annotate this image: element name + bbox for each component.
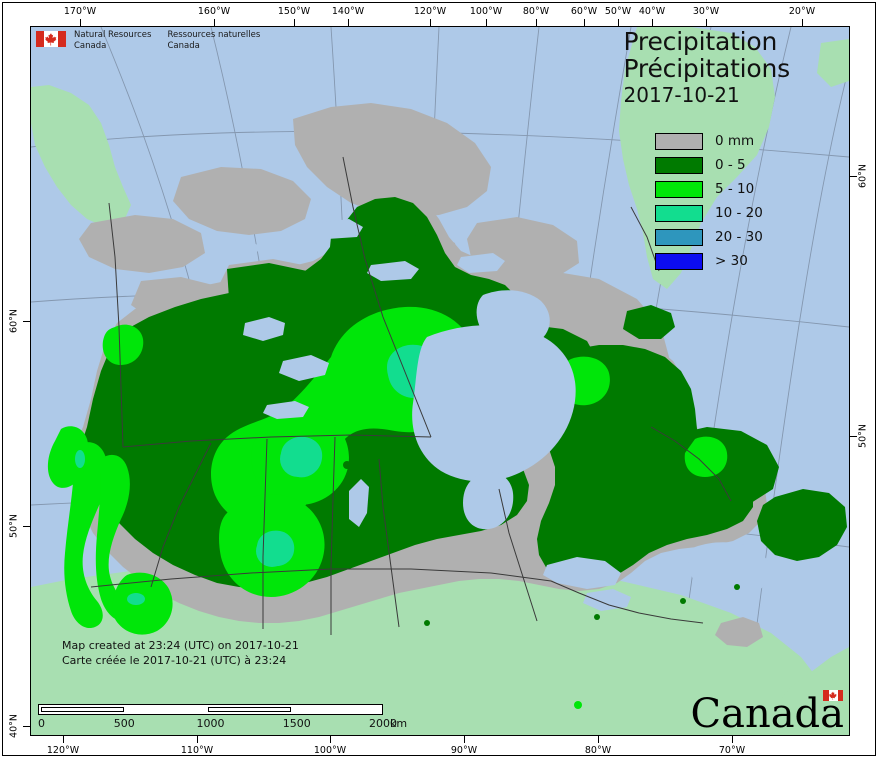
axis-label: 80°W — [522, 6, 550, 17]
axis-label: 110°W — [180, 745, 214, 756]
legend-row[interactable]: 10 - 20 — [655, 201, 763, 225]
scale-bar: 0 500 1000 1500 2000 km — [38, 704, 407, 731]
axis-tick — [598, 736, 599, 743]
map-creation-credit: Map created at 23:24 (UTC) on 2017-10-21… — [62, 638, 299, 668]
agency-en-line2: Canada — [74, 40, 107, 51]
legend-row[interactable]: 20 - 30 — [655, 225, 763, 249]
axis-label: 40°N — [8, 714, 20, 738]
axis-label: 150°W — [277, 6, 311, 17]
scale-unit-label: km — [390, 717, 408, 730]
agency-name-en: Natural Resources Canada — [74, 30, 151, 51]
axis-tick — [23, 321, 30, 322]
canada-wordmark: Canada — [690, 690, 844, 737]
legend-label: 10 - 20 — [715, 205, 763, 221]
legend-label: 20 - 30 — [715, 229, 763, 245]
precipitation-legend: 0 mm 0 - 5 5 - 10 10 - 20 20 - 30 > 30 — [655, 129, 763, 273]
agency-fr-line1: Ressources naturelles — [167, 30, 261, 40]
axis-tick — [23, 526, 30, 527]
canada-flag-icon — [823, 690, 843, 701]
legend-swatch — [655, 132, 703, 150]
axis-label: 140°W — [331, 6, 365, 17]
axis-label: 120°W — [413, 6, 447, 17]
legend-row[interactable]: 0 mm — [655, 129, 763, 153]
axis-label: 100°W — [313, 745, 347, 756]
axis-tick — [23, 726, 30, 727]
axis-label: 50°N — [857, 424, 869, 448]
scale-bar-track — [38, 704, 383, 715]
axis-tick — [850, 176, 857, 177]
agency-fr-line2: Canada — [167, 40, 200, 51]
canada-flag-icon — [36, 31, 66, 47]
axis-label: 50°N — [8, 514, 20, 538]
agency-name-fr: Ressources naturelles Canada — [167, 30, 260, 51]
axis-tick — [80, 19, 81, 26]
axis-tick — [618, 19, 619, 26]
axis-label: 60°W — [570, 6, 598, 17]
axis-tick — [584, 19, 585, 26]
natural-resources-canada-logo: Natural Resources Canada Ressources natu… — [36, 30, 276, 51]
canada-wordmark-text: Canada — [690, 690, 844, 737]
legend-swatch — [655, 228, 703, 246]
legend-swatch — [655, 180, 703, 198]
axis-label: 80°W — [584, 745, 612, 756]
legend-row[interactable]: 0 - 5 — [655, 153, 763, 177]
axis-label: 70°W — [718, 745, 746, 756]
scale-tick-label: 2000 — [369, 717, 397, 730]
axis-tick — [732, 736, 733, 743]
axis-label: 20°W — [788, 6, 816, 17]
axis-tick — [63, 736, 64, 743]
axis-label: 120°W — [46, 745, 80, 756]
credit-fr: Carte créée le 2017-10-21 (UTC) à 23:24 — [62, 654, 287, 667]
axis-tick — [652, 19, 653, 26]
axis-label: 30°W — [692, 6, 720, 17]
legend-swatch — [655, 156, 703, 174]
axis-tick — [486, 19, 487, 26]
scale-tick-label: 1000 — [196, 717, 225, 730]
scale-tick-label: 500 — [113, 717, 135, 730]
axis-tick — [348, 19, 349, 26]
scale-tick-label: 1500 — [282, 717, 311, 730]
legend-label: > 30 — [715, 253, 748, 269]
title-en: Precipitation — [623, 27, 778, 56]
legend-row[interactable]: 5 - 10 — [655, 177, 763, 201]
axis-label: 100°W — [469, 6, 503, 17]
axis-label: 50°W — [604, 6, 632, 17]
axis-tick — [430, 19, 431, 26]
axis-label: 160°W — [197, 6, 231, 17]
canada-wordmark-label: Canada — [690, 691, 844, 737]
axis-tick — [294, 19, 295, 26]
scale-tick-label: 0 — [38, 717, 45, 730]
axis-tick — [706, 19, 707, 26]
axis-label: 60°N — [857, 164, 869, 188]
axis-label: 170°W — [63, 6, 97, 17]
legend-row[interactable]: > 30 — [655, 249, 763, 273]
axis-tick — [330, 736, 331, 743]
map-title-block: Precipitation Précipitations 2017-10-21 — [624, 28, 791, 108]
title-date: 2017-10-21 — [623, 83, 740, 107]
axis-tick — [214, 19, 215, 26]
axis-tick — [536, 19, 537, 26]
credit-en: Map created at 23:24 (UTC) on 2017-10-21 — [62, 639, 299, 652]
legend-label: 0 mm — [715, 133, 755, 149]
scale-bar-labels: 0 500 1000 1500 2000 km — [38, 717, 407, 731]
axis-label: 90°W — [450, 745, 478, 756]
axis-tick — [802, 19, 803, 26]
maple-leaf-icon — [829, 691, 837, 700]
title-fr: Précipitations — [623, 54, 791, 83]
axis-tick — [464, 736, 465, 743]
legend-swatch — [655, 204, 703, 222]
agency-en-line1: Natural Resources — [74, 30, 152, 40]
axis-label: 60°N — [8, 309, 20, 333]
legend-label: 0 - 5 — [715, 157, 746, 173]
axis-tick — [850, 436, 857, 437]
legend-swatch — [655, 252, 703, 270]
maple-leaf-icon — [45, 33, 57, 46]
axis-tick — [197, 736, 198, 743]
legend-label: 5 - 10 — [715, 181, 755, 197]
axis-label: 40°W — [638, 6, 666, 17]
